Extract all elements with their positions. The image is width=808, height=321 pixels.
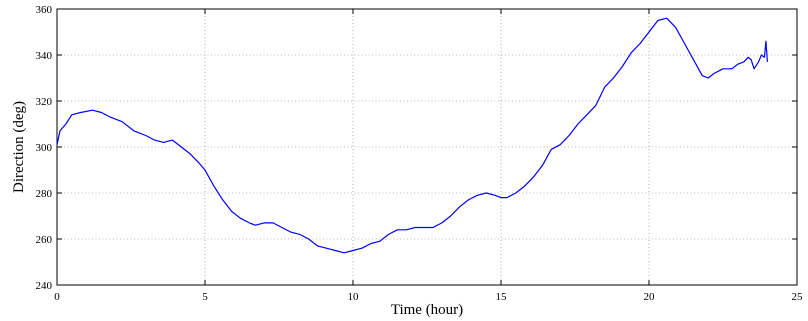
axis-ticks	[56, 8, 798, 286]
y-tick-label: 260	[36, 234, 53, 246]
x-tick-label: 25	[792, 291, 804, 303]
x-tick-label: 15	[496, 291, 508, 303]
grid-lines	[57, 9, 797, 285]
series-layer	[56, 17, 768, 254]
y-tick-label: 320	[36, 96, 53, 108]
tick-labels: 0 5 10 15 20 25 240 260 280 300 320 340 360	[36, 4, 804, 303]
plot-frame	[56, 8, 798, 286]
x-tick-label: 5	[202, 291, 208, 303]
y-tick-label: 280	[36, 188, 53, 200]
series-line-0	[56, 17, 768, 254]
y-axis-label: Direction (deg)	[11, 101, 27, 193]
x-tick-label: 10	[348, 291, 360, 303]
y-tick-label: 340	[36, 50, 53, 62]
x-tick-label: 0	[54, 291, 60, 303]
y-tick-label: 300	[36, 142, 53, 154]
x-axis-label: Time (hour)	[391, 302, 463, 318]
y-tick-label: 240	[36, 280, 53, 292]
y-tick-label: 360	[36, 4, 53, 16]
x-tick-label: 20	[644, 291, 656, 303]
